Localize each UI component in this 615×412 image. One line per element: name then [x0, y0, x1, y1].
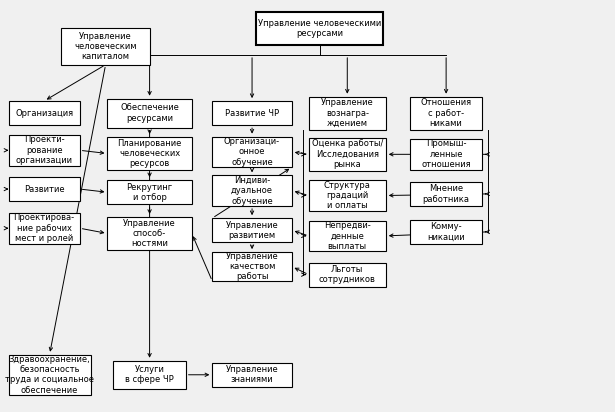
Text: Льготы
сотрудников: Льготы сотрудников — [319, 265, 376, 284]
Text: Развитие: Развитие — [24, 185, 65, 194]
FancyBboxPatch shape — [309, 180, 386, 211]
FancyBboxPatch shape — [108, 217, 192, 250]
FancyBboxPatch shape — [410, 96, 482, 130]
Text: Рекрутинг
и отбор: Рекрутинг и отбор — [127, 183, 173, 202]
Text: Развитие ЧР: Развитие ЧР — [225, 109, 279, 118]
FancyBboxPatch shape — [256, 12, 383, 45]
FancyBboxPatch shape — [212, 252, 292, 281]
FancyBboxPatch shape — [309, 262, 386, 287]
FancyBboxPatch shape — [309, 220, 386, 251]
Text: Отношения
с работ-
никами: Отношения с работ- никами — [421, 98, 472, 128]
FancyBboxPatch shape — [212, 218, 292, 242]
FancyBboxPatch shape — [410, 139, 482, 170]
Text: Услуги
в сфере ЧР: Услуги в сфере ЧР — [125, 365, 174, 384]
FancyBboxPatch shape — [108, 98, 192, 128]
Text: Структура
градаций
и оплаты: Структура градаций и оплаты — [324, 180, 371, 211]
FancyBboxPatch shape — [309, 96, 386, 130]
Text: Индиви-
дуальное
обучение: Индиви- дуальное обучение — [231, 176, 273, 206]
FancyBboxPatch shape — [309, 138, 386, 171]
FancyBboxPatch shape — [61, 28, 150, 65]
Text: Непредви-
денные
выплаты: Непредви- денные выплаты — [324, 221, 371, 251]
FancyBboxPatch shape — [212, 101, 292, 125]
Text: Управление
качеством
работы: Управление качеством работы — [226, 252, 279, 281]
FancyBboxPatch shape — [9, 355, 90, 395]
FancyBboxPatch shape — [212, 136, 292, 167]
FancyBboxPatch shape — [108, 137, 192, 170]
FancyBboxPatch shape — [9, 101, 80, 125]
Text: Комму-
никации: Комму- никации — [427, 222, 465, 241]
Text: Организация: Организация — [15, 109, 73, 118]
Text: Мнение
работника: Мнение работника — [423, 184, 470, 204]
FancyBboxPatch shape — [113, 360, 186, 389]
FancyBboxPatch shape — [108, 180, 192, 204]
Text: Проекти-
рование
организации: Проекти- рование организации — [15, 136, 73, 165]
Text: Планирование
человеческих
ресурсов: Планирование человеческих ресурсов — [117, 138, 182, 169]
FancyBboxPatch shape — [410, 182, 482, 206]
Text: Проектирова-
ние рабочих
мест и ролей: Проектирова- ние рабочих мест и ролей — [14, 213, 74, 243]
Text: Обеспечение
ресурсами: Обеспечение ресурсами — [120, 103, 179, 123]
FancyBboxPatch shape — [212, 363, 292, 387]
FancyBboxPatch shape — [212, 176, 292, 206]
Text: Управление
вознагра-
ждением: Управление вознагра- ждением — [321, 98, 374, 128]
Text: Организаци-
онное
обучение: Организаци- онное обучение — [224, 137, 280, 167]
Text: Управление
способ-
ностями: Управление способ- ностями — [123, 218, 176, 248]
FancyBboxPatch shape — [9, 135, 80, 166]
FancyBboxPatch shape — [410, 220, 482, 244]
Text: Оценка работы/
Исследования
рынка: Оценка работы/ Исследования рынка — [312, 139, 383, 169]
FancyBboxPatch shape — [9, 213, 80, 243]
Text: Здравоохранение,
безопасность
труда и социальное
обеспечение: Здравоохранение, безопасность труда и со… — [5, 355, 94, 395]
FancyBboxPatch shape — [9, 177, 80, 201]
Text: Управление
знаниями: Управление знаниями — [226, 365, 279, 384]
Text: Управление человеческими
ресурсами: Управление человеческими ресурсами — [258, 19, 381, 38]
Text: Управление
развитием: Управление развитием — [226, 220, 279, 240]
Text: Управление
человеческим
капиталом: Управление человеческим капиталом — [74, 32, 137, 61]
Text: Промыш-
ленные
отношения: Промыш- ленные отношения — [421, 139, 471, 169]
